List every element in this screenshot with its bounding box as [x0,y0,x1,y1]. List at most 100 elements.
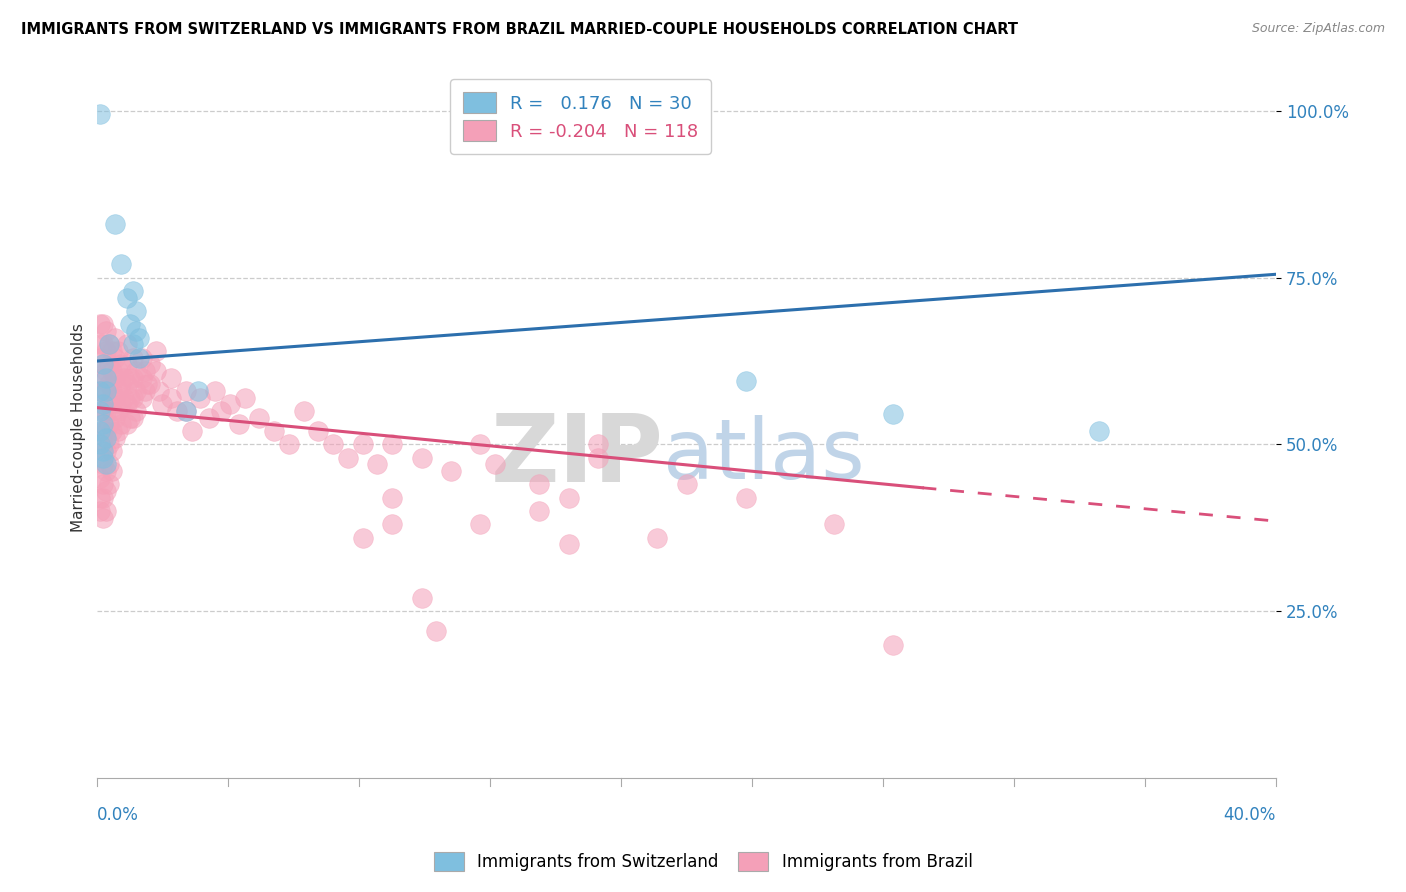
Point [174,384,197,398]
Point [96,464,118,478]
Point [91,357,114,371]
Point [89,318,111,332]
Point [89,404,111,418]
Point [882,408,904,422]
Point [104,410,127,425]
Point [118,318,141,332]
Point [529,477,551,491]
Point [277,437,299,451]
Point [110,357,132,371]
Point [115,337,138,351]
Point [131,391,153,405]
Text: atlas: atlas [664,416,865,496]
Point [96,384,118,398]
Point [139,357,162,371]
Point [91,510,114,524]
Point [160,370,183,384]
Text: 40.0%: 40.0% [1223,806,1277,824]
Point [96,458,118,472]
Point [107,384,129,398]
Point [91,444,114,458]
Point [89,337,111,351]
Point [91,450,114,465]
Point [91,404,114,418]
Point [1088,424,1111,438]
Point [89,351,111,365]
Point [411,591,433,605]
Point [588,437,610,451]
Point [134,384,156,398]
Point [110,417,132,432]
Point [118,391,141,405]
Point [529,504,551,518]
Point [118,370,141,384]
Point [292,404,315,418]
Point [115,397,138,411]
Point [98,477,121,491]
Point [558,537,581,551]
Point [89,437,111,451]
Point [675,477,697,491]
Text: ZIP: ZIP [491,409,664,501]
Point [89,450,111,465]
Point [96,384,118,398]
Point [136,377,159,392]
Point [98,458,121,472]
Point [645,531,668,545]
Point [96,504,118,518]
Point [823,517,845,532]
Point [198,410,221,425]
Point [115,417,138,432]
Point [104,217,127,231]
Point [98,357,121,371]
Point [174,404,197,418]
Text: Source: ZipAtlas.com: Source: ZipAtlas.com [1251,22,1385,36]
Point [336,450,359,465]
Text: IMMIGRANTS FROM SWITZERLAND VS IMMIGRANTS FROM BRAZIL MARRIED-COUPLE HOUSEHOLDS : IMMIGRANTS FROM SWITZERLAND VS IMMIGRANT… [21,22,1018,37]
Point [366,458,388,472]
Point [96,444,118,458]
Point [734,374,756,388]
Point [115,357,138,371]
Point [148,384,170,398]
Point [249,410,271,425]
Point [425,624,447,639]
Point [91,491,114,505]
Point [352,531,374,545]
Point [131,351,153,365]
Point [96,484,118,499]
Point [110,257,132,271]
Point [96,370,118,384]
Point [89,417,111,432]
Point [470,437,492,451]
Point [558,491,581,505]
Point [104,331,127,345]
Point [91,357,114,371]
Point [174,404,197,418]
Point [101,404,124,418]
Point [112,370,135,384]
Point [219,397,242,411]
Point [209,404,232,418]
Point [107,343,129,358]
Point [96,324,118,338]
Point [91,318,114,332]
Point [233,391,256,405]
Point [104,431,127,445]
Point [98,417,121,432]
Point [89,107,111,121]
Point [112,391,135,405]
Point [96,404,118,418]
Point [96,424,118,438]
Legend: R =   0.176   N = 30, R = -0.204   N = 118: R = 0.176 N = 30, R = -0.204 N = 118 [450,79,711,153]
Point [98,377,121,392]
Point [91,424,114,438]
Text: 0.0%: 0.0% [97,806,139,824]
Legend: Immigrants from Switzerland, Immigrants from Brazil: Immigrants from Switzerland, Immigrants … [425,843,981,880]
Point [110,377,132,392]
Point [139,377,162,392]
Point [381,491,404,505]
Point [96,431,118,445]
Point [98,437,121,451]
Point [187,384,209,398]
